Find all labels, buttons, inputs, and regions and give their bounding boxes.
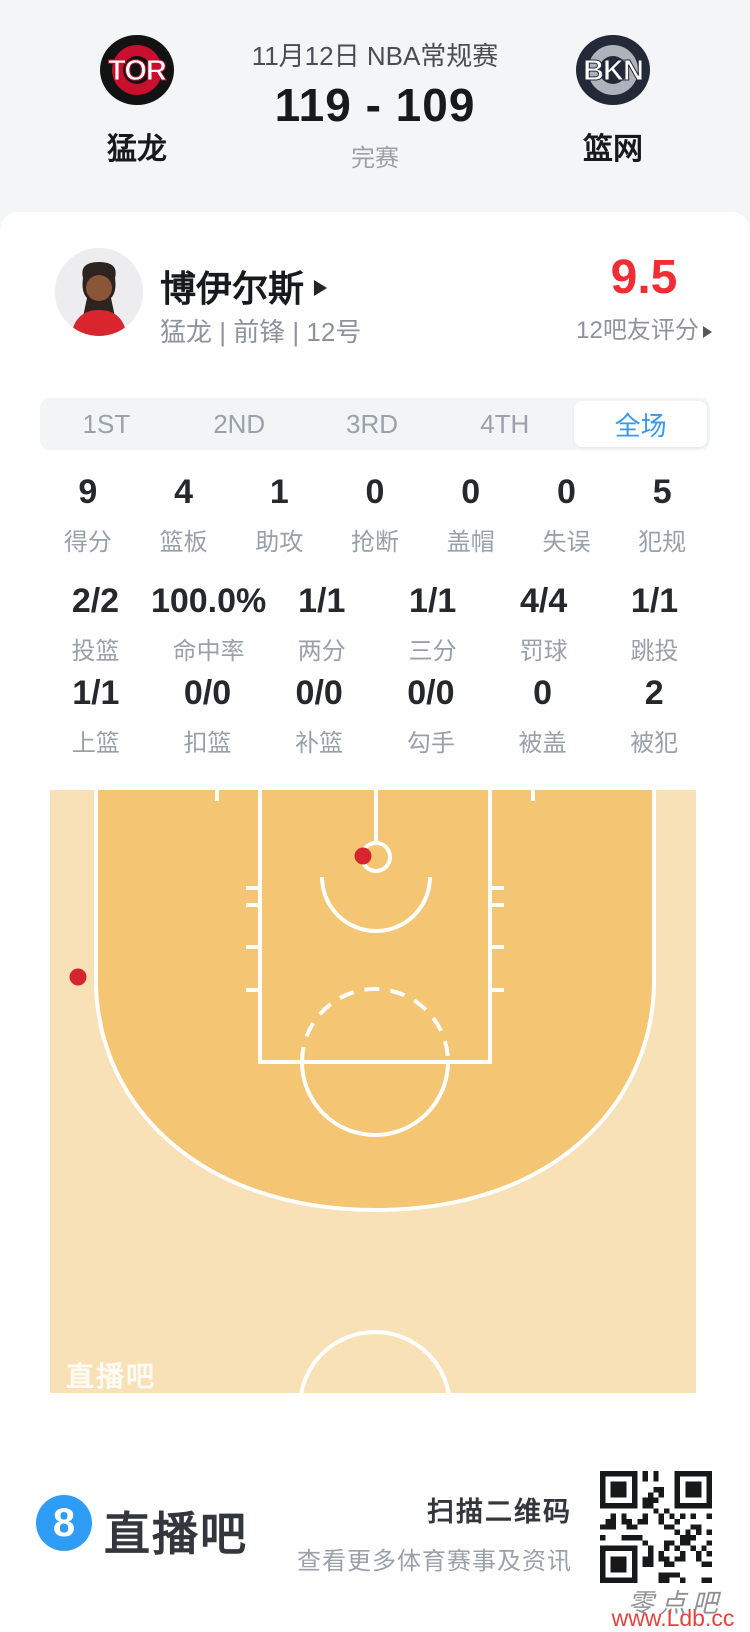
restricted-arc: [320, 876, 432, 933]
center-circle: [299, 1330, 451, 1393]
home-team-name: 猛龙: [107, 133, 167, 166]
shot-dots: [69, 847, 372, 986]
qr-title: 扫描二维码: [427, 1497, 572, 1527]
qr-text-block: 扫描二维码 查看更多体育赛事及资讯: [272, 1490, 572, 1576]
free-throw-circle-solid: [300, 1061, 450, 1137]
stat-assists: 1 助攻: [255, 473, 304, 556]
player-meta: 猛龙 | 前锋 | 12号: [160, 317, 362, 347]
svg-text:BKN: BKN: [583, 55, 643, 87]
away-team-name: 篮网: [583, 133, 643, 166]
caret-right-icon: [314, 280, 328, 296]
home-team-logo: TOR: [98, 33, 176, 112]
rating-value: 9.5: [610, 251, 678, 304]
qr-brand: 零点吧: [627, 1589, 724, 1619]
stat-fg-pct: 100.0% 命中率: [150, 582, 267, 665]
footer-brand: 直播吧: [104, 1508, 248, 1560]
stats-row-detail: 1/1 上篮 0/0 扣篮 0/0 补篮 0/0 勾手 0 被盖 2 被犯: [40, 673, 710, 758]
three-point-line: [94, 785, 656, 1213]
stat-fouls: 5 犯规: [638, 473, 687, 556]
tab-1st[interactable]: 1ST: [82, 408, 131, 439]
stat-points: 9 得分: [63, 473, 112, 556]
shot-chart-court: [50, 785, 696, 1393]
stat-putback: 0/0 补篮: [295, 674, 344, 757]
stat-steals: 0 抢断: [351, 473, 400, 556]
tab-2nd[interactable]: 2ND: [213, 408, 266, 439]
tab-4th[interactable]: 4TH: [480, 408, 530, 439]
stat-fg: 2/2 投篮: [71, 582, 120, 665]
stat-hook: 0/0 勾手: [406, 674, 455, 757]
bkn-logo-icon: BKN: [576, 35, 650, 105]
stat-dunk: 0/0 扣篮: [183, 674, 232, 757]
court-watermark: 直播吧: [66, 1361, 157, 1392]
free-throw-circle-dashed: [300, 987, 450, 1063]
stat-ft: 4/4 罚球: [519, 582, 568, 665]
tab-full-game[interactable]: 全场: [574, 401, 707, 447]
stat-blocked: 0 被盖: [518, 674, 567, 757]
stat-jumpshot: 1/1 跳投: [630, 582, 679, 665]
stat-turnovers: 0 失误: [542, 473, 591, 556]
stat-2pt: 1/1 两分: [297, 582, 346, 665]
stats-row-shooting: 2/2 投篮 100.0% 命中率 1/1 两分 1/1 三分 4/4 罚球 1/1 跳投: [40, 581, 710, 666]
rating-box[interactable]: 9.5 12吧友评分: [556, 252, 732, 345]
rating-label: 12吧友评分: [556, 310, 732, 345]
match-date: 11月12日 NBA常规赛: [251, 41, 499, 71]
quarter-tabbar: 1ST 2ND 3RD 4TH 全场: [40, 398, 710, 450]
qr-caption: 查看更多体育赛事及资讯: [297, 1548, 572, 1575]
stat-layup: 1/1 上篮: [71, 674, 120, 757]
stats-row-basic: 9 得分 4 篮板 1 助攻 0 抢断 0 盖帽 0 失误 5 犯规: [40, 472, 710, 557]
tor-logo-icon: TOR: [100, 35, 174, 105]
qr-code: [598, 1471, 714, 1583]
stat-blocks: 0 盖帽: [446, 473, 495, 556]
stat-3pt: 1/1 三分: [408, 582, 457, 665]
qr-url: www.Ldb.cc: [611, 1605, 735, 1631]
zhibo8-logo-icon: 8: [36, 1495, 92, 1551]
caret-right-icon: [702, 326, 712, 338]
player-name[interactable]: 博伊尔斯: [160, 260, 328, 312]
svg-text:TOR: TOR: [108, 55, 167, 87]
match-status: 完赛: [351, 145, 399, 172]
away-team-logo: BKN: [574, 33, 652, 112]
match-score: 119 - 109: [274, 79, 476, 131]
player-photo: [55, 248, 143, 336]
stat-rebounds: 4 篮板: [159, 473, 208, 556]
lane-hash-marks: [215, 787, 535, 992]
stat-fouled: 2 被犯: [630, 674, 679, 757]
player-avatar[interactable]: [55, 248, 143, 336]
tab-3rd[interactable]: 3RD: [345, 408, 398, 439]
